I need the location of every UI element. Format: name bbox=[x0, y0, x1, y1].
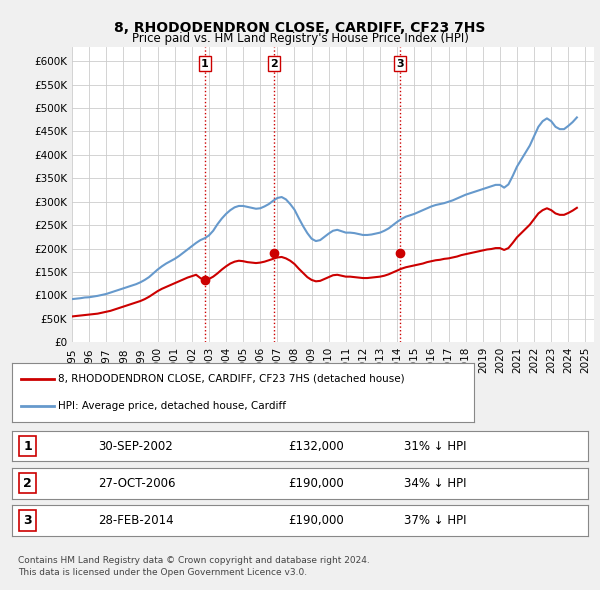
Text: 1: 1 bbox=[23, 440, 32, 453]
Text: 2: 2 bbox=[271, 58, 278, 68]
Text: 31% ↓ HPI: 31% ↓ HPI bbox=[404, 440, 466, 453]
Text: 1: 1 bbox=[201, 58, 209, 68]
Text: 2: 2 bbox=[23, 477, 32, 490]
Text: Contains HM Land Registry data © Crown copyright and database right 2024.
This d: Contains HM Land Registry data © Crown c… bbox=[18, 556, 370, 576]
Text: 27-OCT-2006: 27-OCT-2006 bbox=[98, 477, 176, 490]
Text: 37% ↓ HPI: 37% ↓ HPI bbox=[404, 514, 466, 527]
Text: Price paid vs. HM Land Registry's House Price Index (HPI): Price paid vs. HM Land Registry's House … bbox=[131, 32, 469, 45]
Text: 28-FEB-2014: 28-FEB-2014 bbox=[98, 514, 174, 527]
Text: 3: 3 bbox=[396, 58, 404, 68]
Text: 30-SEP-2002: 30-SEP-2002 bbox=[98, 440, 173, 453]
Text: HPI: Average price, detached house, Cardiff: HPI: Average price, detached house, Card… bbox=[58, 401, 286, 411]
Text: £190,000: £190,000 bbox=[289, 514, 344, 527]
Text: 8, RHODODENDRON CLOSE, CARDIFF, CF23 7HS: 8, RHODODENDRON CLOSE, CARDIFF, CF23 7HS bbox=[115, 21, 485, 35]
Text: 3: 3 bbox=[23, 514, 32, 527]
Text: £132,000: £132,000 bbox=[289, 440, 344, 453]
Text: 8, RHODODENDRON CLOSE, CARDIFF, CF23 7HS (detached house): 8, RHODODENDRON CLOSE, CARDIFF, CF23 7HS… bbox=[58, 374, 405, 384]
Text: £190,000: £190,000 bbox=[289, 477, 344, 490]
Text: 34% ↓ HPI: 34% ↓ HPI bbox=[404, 477, 466, 490]
